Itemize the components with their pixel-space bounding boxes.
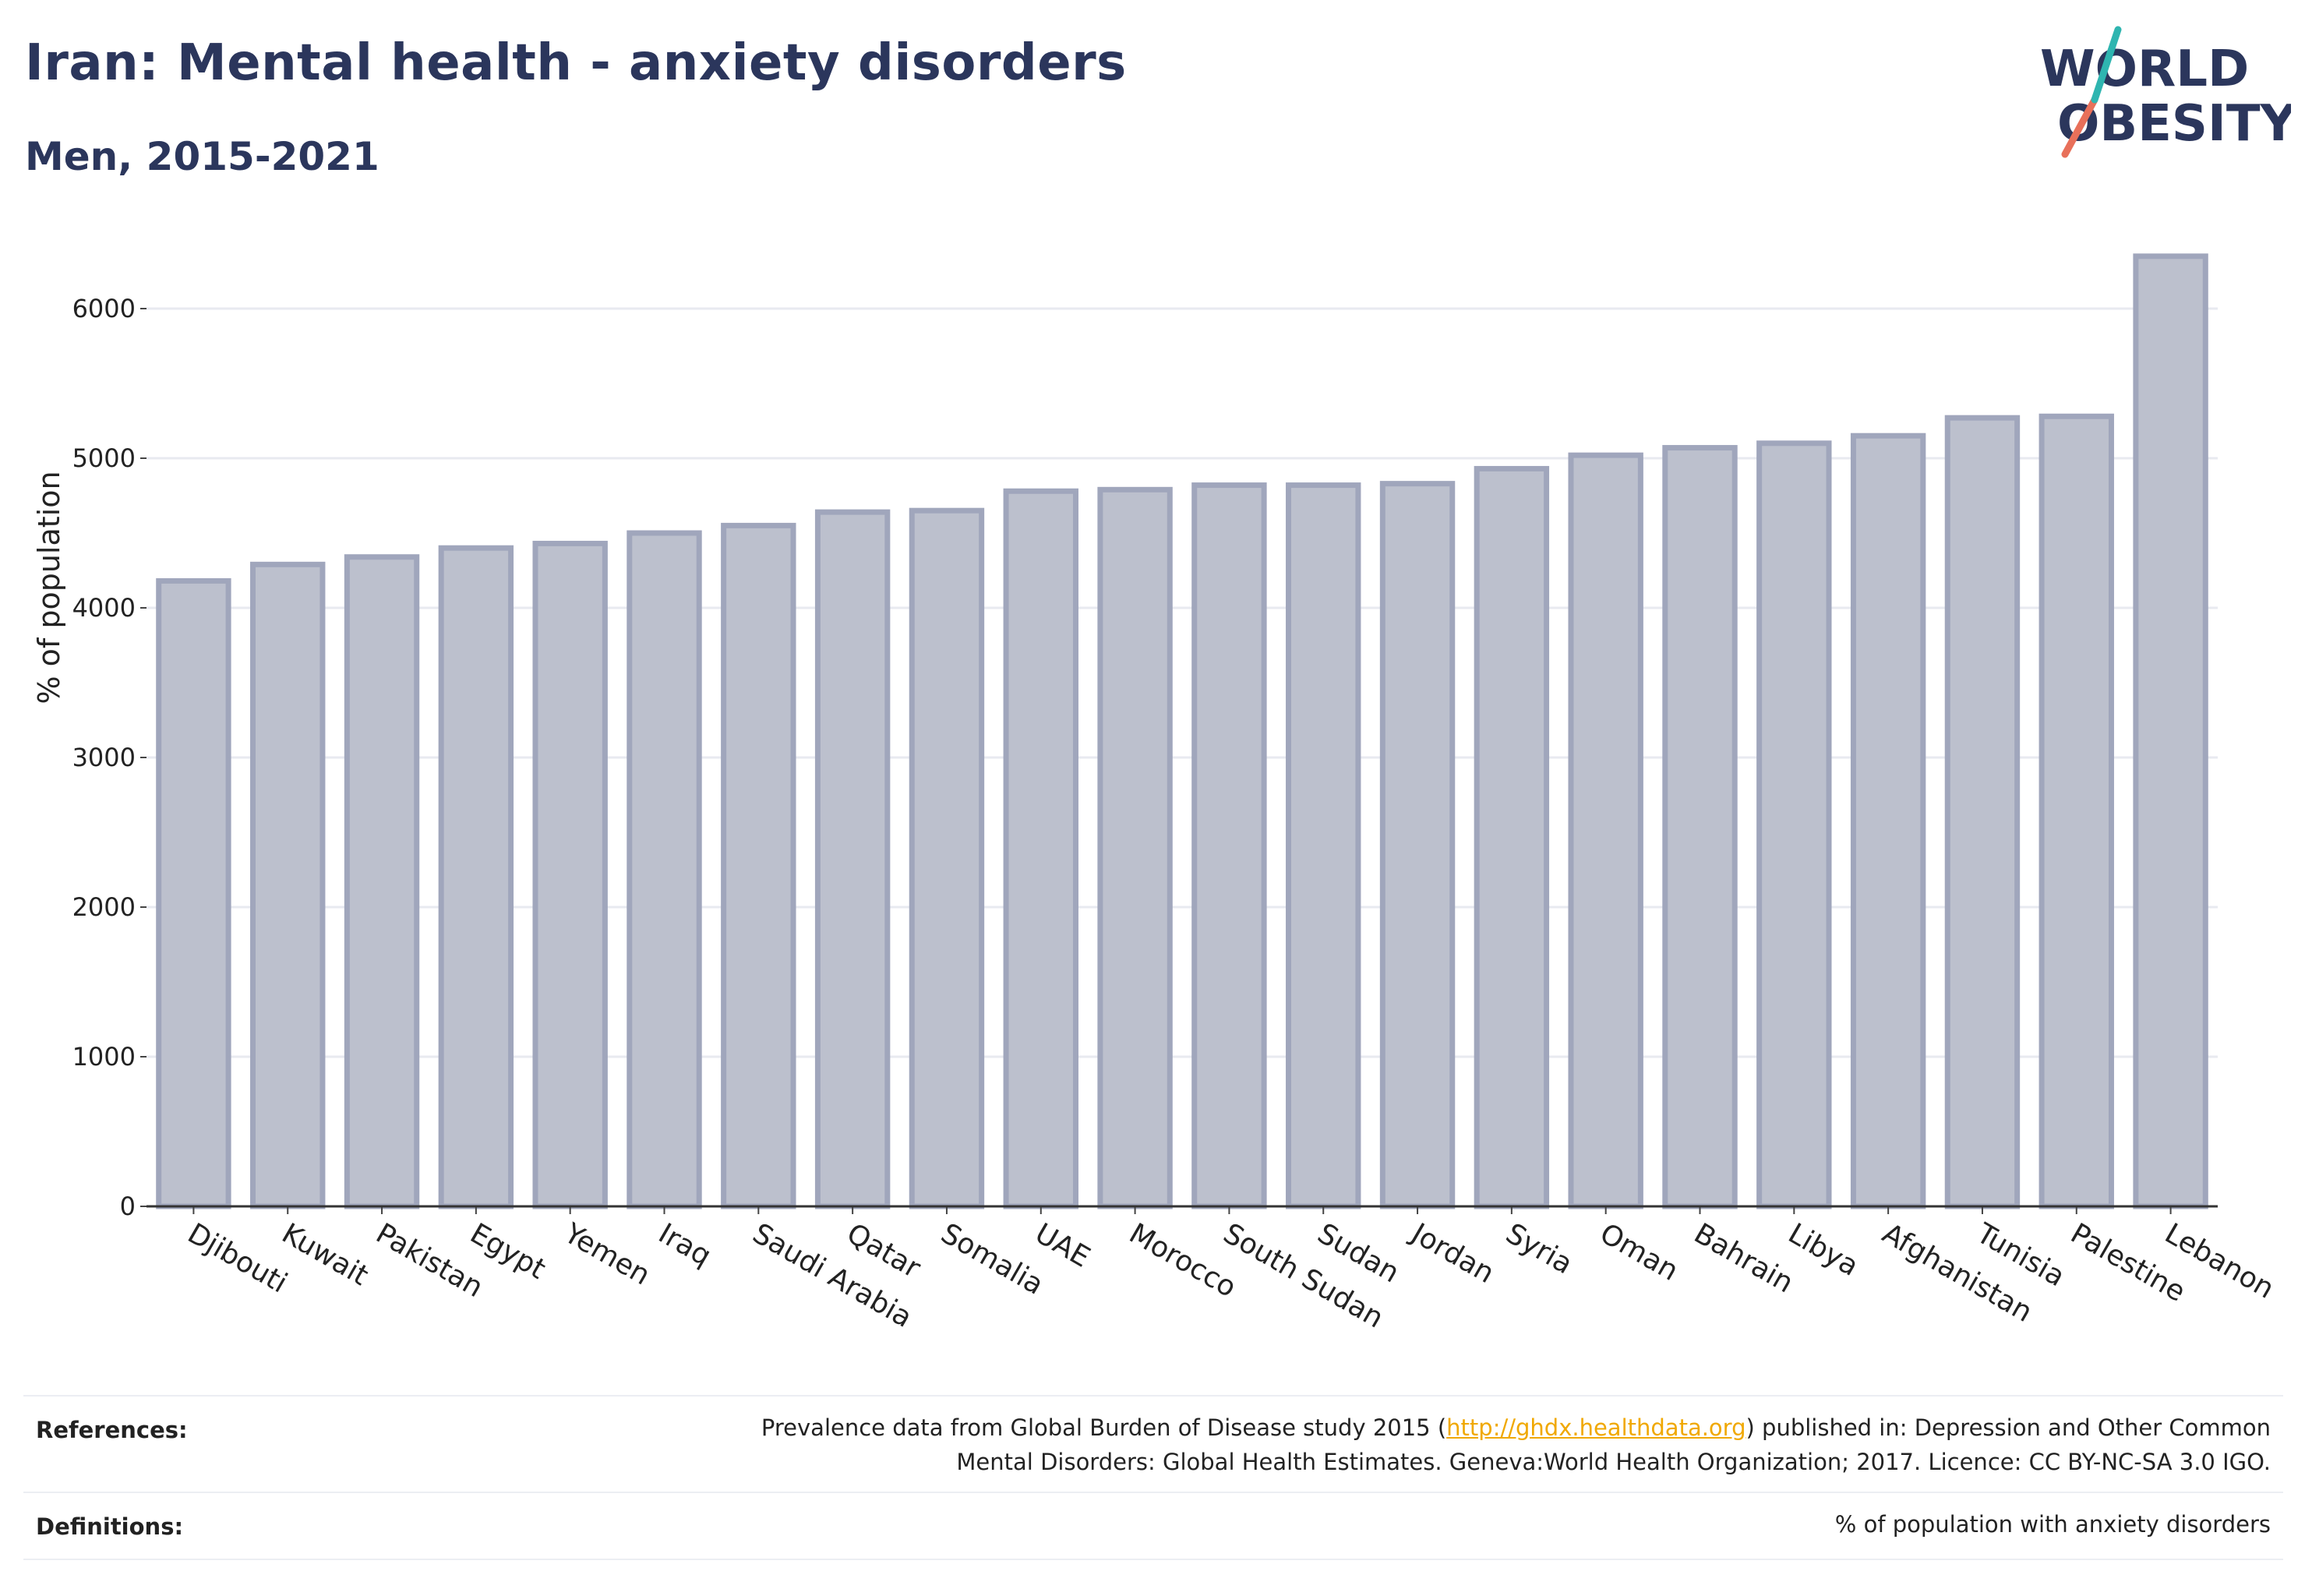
bar-oman (1568, 452, 1643, 1209)
x-tick-label: UAE (1029, 1217, 1095, 1273)
y-tick-label: 2000 (72, 892, 136, 922)
y-tick-label: 1000 (72, 1042, 136, 1072)
references-line1-post: ) published in: Depression and Other Com… (1746, 1414, 2271, 1441)
x-tick-label: Jordan (1405, 1216, 1499, 1290)
definitions-label: Definitions: (36, 1513, 184, 1540)
x-tick-label: Oman (1594, 1217, 1683, 1287)
bar-somalia (909, 507, 985, 1209)
x-tick-label: South Sudan (1218, 1217, 1389, 1334)
y-tick-label: 0 (120, 1192, 136, 1221)
y-tick-label: 6000 (72, 294, 136, 323)
bar-afghanistan (1850, 433, 1926, 1209)
bar-morocco (1097, 486, 1173, 1209)
logo-slash-red (2061, 96, 2099, 158)
references-line2: Mental Disorders: Global Health Estimate… (956, 1449, 2271, 1475)
bar-palestine (2038, 413, 2114, 1209)
logo-text-obesity: OBESITY (2057, 95, 2291, 153)
x-tick-label: Bahrain (1689, 1217, 1798, 1299)
references-label: References: (36, 1417, 188, 1443)
x-tick-label: Iraq (653, 1217, 716, 1273)
bar-jordan (1379, 481, 1456, 1209)
x-tick-label: Saudi Arabia (747, 1217, 917, 1334)
references-text: Prevalence data from Global Burden of Di… (761, 1411, 2271, 1479)
y-axis-ticks: 0 1000 2000 3000 4000 5000 6000 (72, 294, 146, 1221)
y-tick-label: 5000 (72, 443, 136, 473)
bar-uae (1003, 488, 1078, 1209)
logo-slash-teal (2091, 26, 2122, 104)
chart-subtitle: Men, 2015-2021 (25, 134, 379, 179)
x-tick-label: Syria (1500, 1217, 1577, 1280)
bar-kuwait (250, 561, 326, 1209)
bar-south-sudan (1191, 482, 1267, 1209)
world-obesity-logo: WORLD OBESITY (2040, 26, 2291, 158)
definitions-text: % of population with anxiety disorders (1834, 1511, 2271, 1538)
x-tick-label: Djibouti (182, 1217, 292, 1299)
bar-iraq (627, 530, 702, 1209)
bar-syria (1474, 465, 1550, 1209)
bar-bahrain (1662, 445, 1738, 1209)
bars (156, 253, 2208, 1209)
bar-saudi-arabia (721, 522, 796, 1209)
bar-tunisia (1944, 415, 2021, 1209)
references-line1-pre: Prevalence data from Global Burden of Di… (761, 1414, 1447, 1441)
bar-lebanon (2133, 253, 2208, 1209)
bar-qatar (814, 509, 891, 1209)
bar-pakistan (344, 554, 420, 1209)
bar-libya (1756, 440, 1832, 1209)
bar-yemen (532, 540, 608, 1209)
references-row: References: Prevalence data from Global … (23, 1395, 2283, 1493)
x-tick-label: Kuwait (277, 1217, 374, 1292)
y-tick-label: 3000 (72, 743, 136, 772)
x-tick-label: Yemen (558, 1217, 655, 1292)
bar-egypt (438, 545, 514, 1209)
x-tick-label: Morocco (1124, 1217, 1241, 1304)
y-tick-label: 4000 (72, 593, 136, 623)
footer-bottom-rule (23, 1559, 2283, 1562)
bar-djibouti (156, 577, 231, 1209)
y-axis-label: % of population (32, 471, 66, 704)
logo-text-world: WORLD (2040, 41, 2249, 98)
x-tick-label: Somalia (935, 1217, 1048, 1301)
x-tick-label: Pakistan (371, 1217, 489, 1304)
chart-title: Iran: Mental health - anxiety disorders (25, 34, 1127, 92)
bar-chart: 0 1000 2000 3000 4000 5000 6000 DjiboutiKuwait… (32, 253, 2279, 1335)
references-link[interactable]: http://ghdx.healthdata.org (1446, 1414, 1746, 1441)
bar-sudan (1286, 482, 1361, 1209)
definitions-row: Definitions: % of population with anxiet… (23, 1492, 2283, 1560)
